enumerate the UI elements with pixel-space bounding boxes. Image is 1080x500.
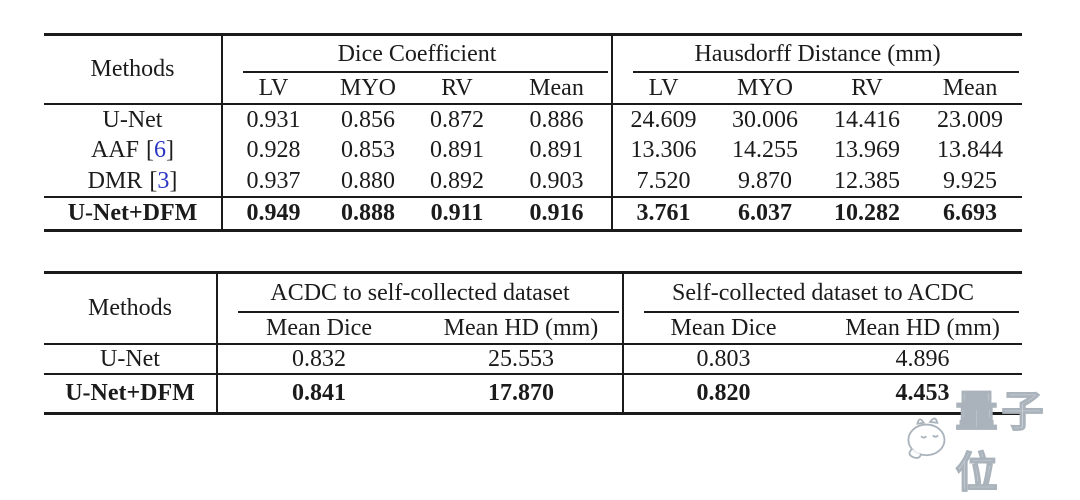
cross-dataset-results-table: Methods ACDC to self-collected dataset S… (44, 271, 1023, 415)
watermark-text: 量子位 (955, 386, 1048, 498)
value-cell: 6.037 (714, 195, 817, 231)
col-header-mean: Mean (502, 72, 614, 105)
col-header-rv: RV (412, 72, 502, 105)
citation-ref: [3] (149, 168, 177, 194)
value-cell: 3.761 (612, 195, 715, 231)
bracket: [ (146, 137, 154, 163)
sub-header-row: LV MYO RV Mean LV MYO RV Mean (44, 72, 1023, 105)
table-row-unet-dfm: U-Net+DFM 0.949 0.888 0.911 0.916 3.761 … (44, 195, 1023, 231)
col-header-mean-hd: Mean HD (mm) (420, 312, 624, 345)
method-cell: U-Net+DFM (44, 195, 223, 231)
qbitai-mascot-icon (907, 417, 946, 459)
value-cell: 30.006 (732, 106, 799, 133)
method-label: AAF (90, 137, 139, 163)
value-cell: 4.896 (895, 345, 950, 372)
value-cell: 0.891 (430, 137, 484, 163)
value-cell: 14.255 (732, 137, 799, 163)
method-cell: AAF [6] (44, 134, 223, 166)
value-cell: 0.891 (502, 134, 614, 166)
value-cell: 0.841 (217, 372, 420, 414)
value-cell: 13.306 (630, 137, 697, 163)
table-row-unet-dfm: U-Net+DFM 0.841 17.870 0.820 4.453 (44, 372, 1023, 414)
method-label: DMR (87, 167, 143, 194)
table-row-dmr: DMR [3] 0.937 0.880 0.892 0.903 7.520 9.8… (44, 165, 1022, 197)
col-header-mean: Mean (918, 72, 1023, 105)
hausdorff-distance-group-header: Hausdorff Distance (mm) (612, 35, 1022, 73)
method-cell: U-Net (44, 343, 218, 374)
value-cell: 0.853 (341, 137, 395, 163)
value-cell: 0.928 (246, 137, 301, 163)
value-cell: 0.803 (696, 345, 751, 372)
methods-column-header: Methods (44, 34, 223, 105)
value-cell: 6.693 (918, 195, 1023, 231)
value-cell: 0.892 (430, 167, 484, 194)
value-cell: 12.385 (834, 167, 901, 194)
value-cell: 13.969 (834, 137, 901, 163)
value-cell: 0.916 (502, 195, 614, 231)
value-cell: 0.820 (623, 372, 823, 414)
value-cell: 0.872 (430, 106, 484, 133)
citation-number: 3 (157, 167, 170, 194)
value-cell: 9.925 (943, 167, 998, 194)
col-header-myo: MYO (324, 72, 412, 105)
bracket: ] (169, 167, 178, 194)
citation-ref: [6] (146, 137, 174, 163)
value-cell: 0.911 (412, 195, 502, 231)
table-row-unet: U-Net 0.832 25.553 0.803 4.896 (44, 343, 1022, 374)
table-row-unet: U-Net 0.931 0.856 0.872 0.886 24.609 30.… (44, 103, 1022, 135)
citation-number: 6 (154, 137, 166, 163)
col-header-rv: RV (816, 72, 919, 105)
value-cell: 0.888 (324, 195, 412, 231)
value-cell: 0.903 (502, 165, 614, 197)
group-header-row: Methods Dice Coefficient Hausdorff Dista… (44, 34, 1022, 105)
col-header-mean-dice: Mean Dice (217, 312, 420, 345)
method-cell: U-Net+DFM (44, 372, 218, 414)
value-cell: 17.870 (420, 372, 624, 414)
sub-header-row: Mean Dice Mean HD (mm) Mean Dice Mean HD… (44, 312, 1023, 345)
value-cell: 0.832 (292, 345, 346, 372)
dice-coefficient-group-header: Dice Coefficient (222, 34, 614, 73)
methods-column-header: Methods (44, 272, 218, 345)
self-to-acdc-group-header: Self-collected dataset to ACDC (623, 273, 1022, 313)
value-cell: 0.937 (246, 167, 301, 194)
qbitai-watermark: 量子位 (903, 378, 1080, 500)
value-cell: 7.520 (636, 167, 691, 194)
method-cell: DMR [3] (44, 165, 223, 197)
segmentation-results-table: Methods Dice Coefficient Hausdorff Dista… (44, 33, 1023, 232)
value-cell: 14.416 (834, 106, 901, 133)
value-cell: 0.931 (246, 106, 301, 133)
col-header-myo: MYO (714, 72, 817, 105)
value-cell: 10.282 (816, 195, 919, 231)
value-cell: 24.609 (630, 106, 697, 133)
value-cell: 4.453 (823, 372, 1023, 414)
value-cell: 0.880 (341, 167, 395, 194)
value-cell: 23.009 (937, 106, 1004, 133)
value-cell: 25.553 (420, 343, 624, 374)
acdc-to-self-group-header: ACDC to self-collected dataset (217, 272, 624, 313)
method-cell: U-Net (44, 103, 223, 135)
value-cell: 13.844 (937, 137, 1004, 163)
value-cell: 0.856 (341, 106, 395, 133)
col-header-lv: LV (612, 72, 715, 105)
col-header-mean-hd: Mean HD (mm) (823, 312, 1023, 345)
bracket: ] (166, 137, 174, 163)
group-header-row: Methods ACDC to self-collected dataset S… (44, 272, 1022, 345)
bracket: [ (149, 167, 158, 194)
col-header-mean-dice: Mean Dice (623, 312, 823, 345)
value-cell: 9.870 (738, 167, 793, 194)
col-header-lv: LV (222, 72, 324, 105)
table-row-aaf: AAF [6] 0.928 0.853 0.891 0.891 13.306 14… (44, 134, 1022, 166)
value-cell: 0.886 (502, 103, 614, 135)
value-cell: 0.949 (222, 195, 324, 231)
